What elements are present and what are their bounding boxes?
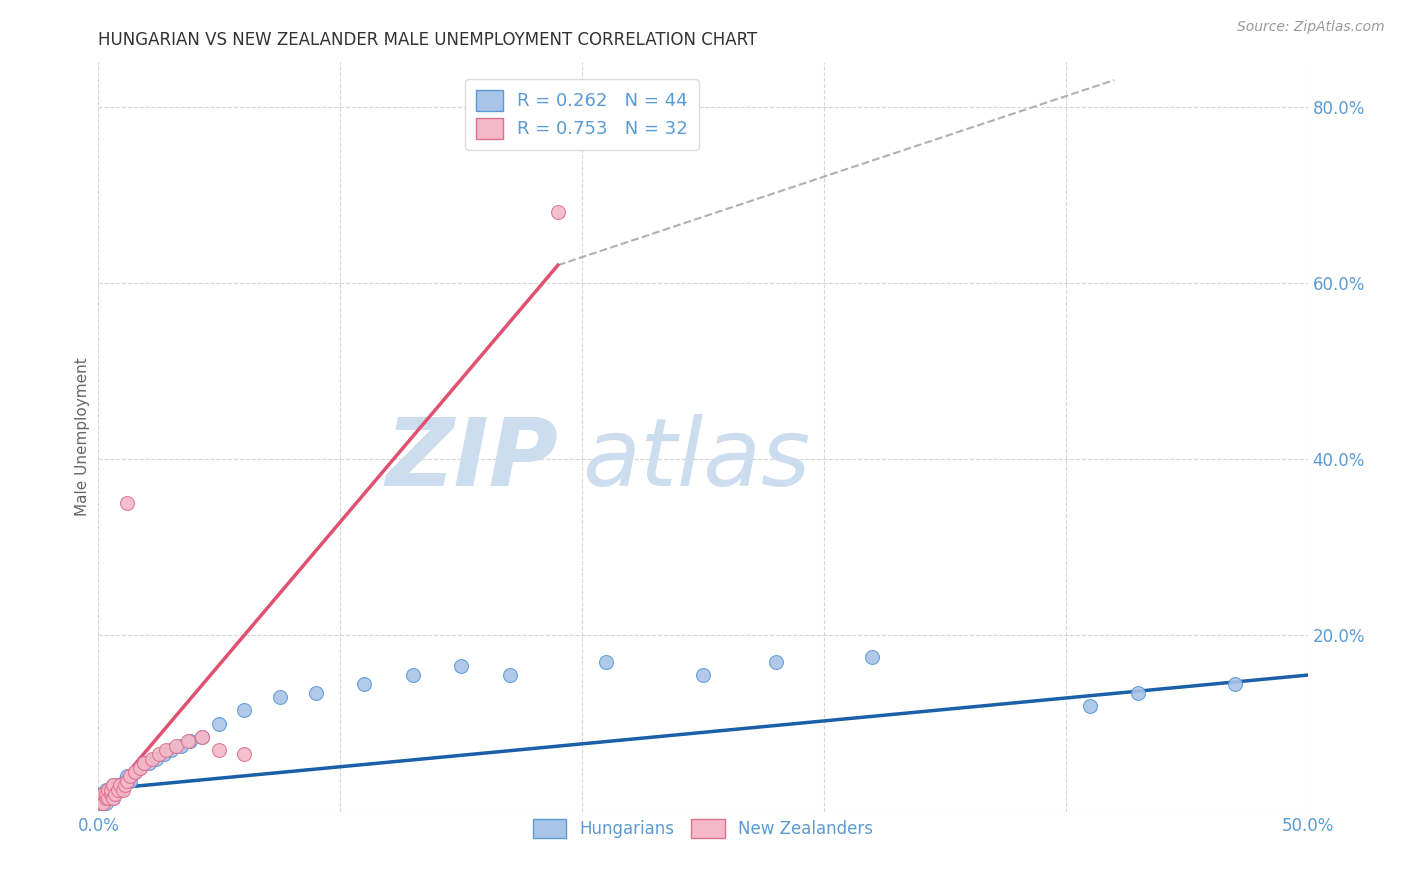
Point [860,650,883,665]
Point [104,782,127,797]
Point [155,743,177,757]
Y-axis label: Male Unemployment: Male Unemployment [75,358,90,516]
Point [91,787,114,801]
Point [117,773,139,788]
Point [101,778,124,792]
Point [595,655,617,669]
Point [91,787,114,801]
Point [97,782,120,797]
Point [191,730,214,744]
Point [547,205,569,219]
Point [107,782,129,797]
Point [138,756,160,771]
Point [90,796,112,810]
Point [145,752,167,766]
Point [169,739,191,753]
Point [117,496,139,510]
Point [108,778,131,792]
Point [97,791,120,805]
Point [402,668,425,682]
Point [101,791,124,805]
Point [100,782,122,797]
Point [152,747,174,762]
Point [114,778,136,792]
Point [97,791,120,805]
Point [107,778,129,792]
Point [232,703,254,717]
Point [141,752,163,766]
Point [232,747,254,762]
Point [94,796,117,810]
Point [498,668,520,682]
Point [692,668,714,682]
Point [90,791,112,805]
Point [450,659,472,673]
Point [94,787,117,801]
Point [179,734,201,748]
Point [104,787,127,801]
Point [118,773,141,788]
Point [134,756,156,771]
Point [1223,677,1246,691]
Point [134,756,156,771]
Point [1078,698,1101,713]
Text: ZIP: ZIP [385,414,558,506]
Text: atlas: atlas [582,414,810,505]
Text: Source: ZipAtlas.com: Source: ZipAtlas.com [1237,20,1385,34]
Point [160,743,183,757]
Point [148,747,170,762]
Legend: Hungarians, New Zealanders: Hungarians, New Zealanders [526,812,880,845]
Point [97,787,120,801]
Point [90,796,112,810]
Point [100,787,122,801]
Point [1128,686,1150,700]
Text: HUNGARIAN VS NEW ZEALANDER MALE UNEMPLOYMENT CORRELATION CHART: HUNGARIAN VS NEW ZEALANDER MALE UNEMPLOY… [98,31,758,49]
Point [765,655,787,669]
Point [111,782,134,797]
Point [117,769,139,783]
Point [94,782,117,797]
Point [124,765,146,780]
Point [118,769,141,783]
Point [108,782,131,797]
Point [91,791,114,805]
Point [128,761,150,775]
Point [305,686,328,700]
Point [91,796,114,810]
Point [128,761,150,775]
Point [124,765,146,780]
Point [177,734,200,748]
Point [353,677,375,691]
Point [111,778,134,792]
Point [94,791,117,805]
Point [100,782,122,797]
Point [100,787,122,801]
Point [208,743,231,757]
Point [114,773,136,788]
Point [101,791,124,805]
Point [269,690,291,705]
Point [191,730,214,744]
Point [104,787,127,801]
Point [101,778,124,792]
Point [208,716,231,731]
Point [165,739,187,753]
